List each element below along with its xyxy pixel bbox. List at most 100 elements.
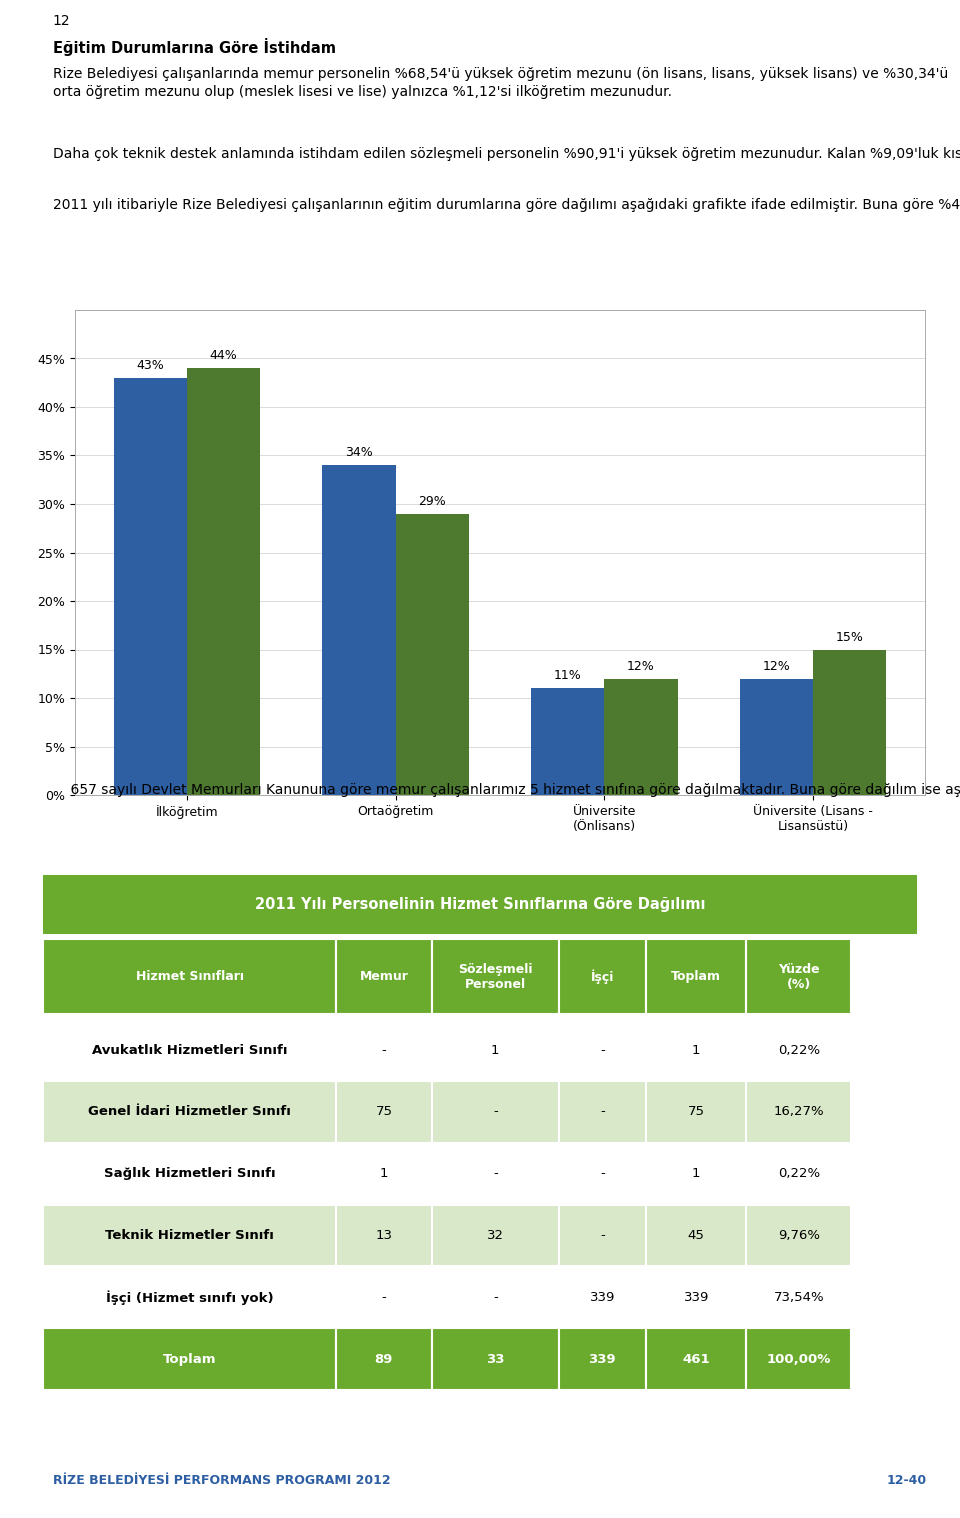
Text: -: - [381,1043,386,1057]
FancyBboxPatch shape [747,1328,852,1390]
Text: RİZE BELEDİYESİ PERFORMANS PROGRAMI 2012: RİZE BELEDİYESİ PERFORMANS PROGRAMI 2012 [53,1474,391,1488]
FancyBboxPatch shape [43,1205,336,1266]
FancyBboxPatch shape [432,940,559,1014]
Text: -: - [492,1167,497,1179]
Text: 2011 yılı itibariyle Rize Belediyesi çalışanlarının eğitim durumlarına göre dağı: 2011 yılı itibariyle Rize Belediyesi çal… [53,196,960,213]
Text: Avukatlık Hizmetleri Sınıfı: Avukatlık Hizmetleri Sınıfı [92,1043,287,1057]
Legend: 2010, 2011: 2010, 2011 [422,873,578,896]
FancyBboxPatch shape [432,1081,559,1143]
Text: Memur: Memur [359,970,408,984]
FancyBboxPatch shape [559,1143,646,1205]
Text: -: - [600,1105,605,1119]
Text: -: - [492,1290,497,1304]
Text: 45: 45 [687,1230,705,1242]
Text: 2011 Yılı Personelinin Hizmet Sınıflarına Göre Dağılımı: 2011 Yılı Personelinin Hizmet Sınıfların… [254,897,706,912]
FancyBboxPatch shape [646,1019,747,1081]
Text: Rize Belediyesi çalışanlarında memur personelin %68,54'ü yüksek öğretim mezunu (: Rize Belediyesi çalışanlarında memur per… [53,67,948,99]
Text: 11%: 11% [554,669,582,683]
Text: 461: 461 [683,1353,710,1366]
FancyBboxPatch shape [559,1019,646,1081]
Text: Teknik Hizmetler Sınıfı: Teknik Hizmetler Sınıfı [105,1230,274,1242]
Text: Toplam: Toplam [671,970,721,984]
Text: 13: 13 [375,1230,393,1242]
Text: 34%: 34% [346,446,372,460]
FancyBboxPatch shape [336,1081,432,1143]
Text: -: - [600,1230,605,1242]
Text: Daha çok teknik destek anlamında istihdam edilen sözleşmeli personelin %90,91'i : Daha çok teknik destek anlamında istihda… [53,147,960,161]
Text: Sağlık Hizmetleri Sınıfı: Sağlık Hizmetleri Sınıfı [104,1167,276,1179]
Text: Genel İdari Hizmetler Sınıfı: Genel İdari Hizmetler Sınıfı [88,1105,291,1119]
Text: 657 sayılı Devlet Memurları Kanununa göre memur çalışanlarımız 5 hizmet sınıfına: 657 sayılı Devlet Memurları Kanununa gör… [53,783,960,797]
FancyBboxPatch shape [432,1266,559,1328]
Text: 75: 75 [687,1105,705,1119]
Text: 12%: 12% [627,660,655,672]
FancyBboxPatch shape [43,1081,336,1143]
Text: -: - [600,1167,605,1179]
Text: Yüzde
(%): Yüzde (%) [778,962,820,991]
FancyBboxPatch shape [559,1328,646,1390]
FancyBboxPatch shape [43,940,336,1014]
Bar [187,369,260,795]
Text: 16,27%: 16,27% [774,1105,825,1119]
Text: 32: 32 [487,1230,504,1242]
Text: 12-40: 12-40 [886,1474,926,1488]
Text: 1: 1 [491,1043,499,1057]
FancyBboxPatch shape [336,1143,432,1205]
FancyBboxPatch shape [747,940,852,1014]
FancyBboxPatch shape [747,1266,852,1328]
Text: Eğitim Durumlarına Göre İstihdam: Eğitim Durumlarına Göre İstihdam [53,38,336,56]
Bar [813,650,886,795]
Text: -: - [492,1105,497,1119]
Text: 1: 1 [692,1167,701,1179]
FancyBboxPatch shape [646,1328,747,1390]
Text: 1: 1 [379,1167,388,1179]
FancyBboxPatch shape [646,1143,747,1205]
FancyBboxPatch shape [43,1019,336,1081]
FancyBboxPatch shape [646,1266,747,1328]
Bar [396,513,468,795]
Text: 43%: 43% [136,360,164,372]
FancyBboxPatch shape [559,1205,646,1266]
Text: 12: 12 [53,14,70,27]
Text: 15%: 15% [836,630,864,644]
Text: İşçi (Hizmet sınıfı yok): İşçi (Hizmet sınıfı yok) [106,1290,274,1304]
Text: -: - [600,1043,605,1057]
Text: Toplam: Toplam [163,1353,216,1366]
Bar [605,679,678,795]
Text: 12%: 12% [763,660,791,672]
FancyBboxPatch shape [559,1081,646,1143]
FancyBboxPatch shape [559,1266,646,1328]
FancyBboxPatch shape [432,1143,559,1205]
FancyBboxPatch shape [43,1143,336,1205]
Text: 44%: 44% [209,349,237,363]
FancyBboxPatch shape [43,874,917,934]
Text: 339: 339 [589,1290,615,1304]
Bar [531,688,605,795]
Text: 0,22%: 0,22% [778,1167,820,1179]
FancyBboxPatch shape [336,1205,432,1266]
Text: 339: 339 [684,1290,708,1304]
Text: Sözleşmeli
Personel: Sözleşmeli Personel [458,962,533,991]
Text: 33: 33 [486,1353,505,1366]
FancyBboxPatch shape [432,1205,559,1266]
Text: Hizmet Sınıfları: Hizmet Sınıfları [135,970,244,984]
FancyBboxPatch shape [646,1081,747,1143]
Text: İşçi: İşçi [590,970,614,984]
Text: 89: 89 [374,1353,393,1366]
Text: 100,00%: 100,00% [767,1353,831,1366]
FancyBboxPatch shape [747,1081,852,1143]
FancyBboxPatch shape [747,1205,852,1266]
Text: 29%: 29% [419,495,446,509]
FancyBboxPatch shape [43,1266,336,1328]
FancyBboxPatch shape [43,1328,336,1390]
Bar [740,679,813,795]
Text: 0,22%: 0,22% [778,1043,820,1057]
FancyBboxPatch shape [336,1328,432,1390]
FancyBboxPatch shape [747,1143,852,1205]
FancyBboxPatch shape [559,940,646,1014]
FancyBboxPatch shape [336,1266,432,1328]
FancyBboxPatch shape [432,1019,559,1081]
Text: 73,54%: 73,54% [774,1290,825,1304]
Text: -: - [381,1290,386,1304]
Text: 339: 339 [588,1353,616,1366]
